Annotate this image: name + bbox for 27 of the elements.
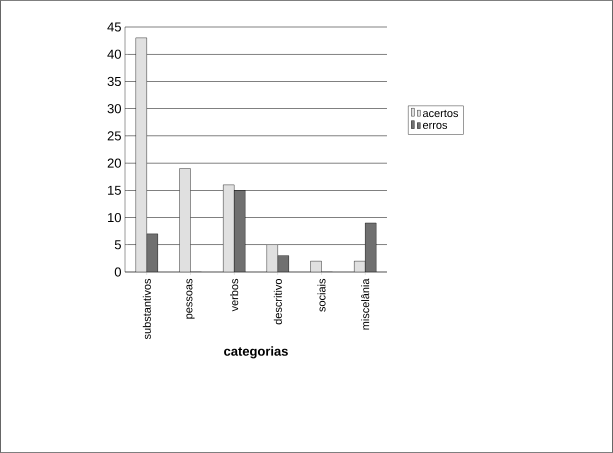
x-tick-label: verbos	[230, 278, 238, 312]
x-tick-label: miscelânia	[361, 278, 370, 330]
y-tick-label: 15	[108, 186, 121, 195]
bar	[222, 184, 234, 272]
x-tick-label: substantivos	[142, 278, 151, 340]
y-tick-label: 10	[108, 212, 121, 222]
y-tick-label: 25	[108, 131, 121, 140]
legend-label: acertos	[422, 110, 458, 118]
x-tick-label: sociais	[317, 278, 326, 312]
bar	[146, 234, 158, 272]
y-tick-label: 0	[114, 267, 121, 277]
y-tick-label: 45	[107, 22, 121, 32]
bar	[364, 222, 376, 272]
legend-label: erros	[422, 122, 448, 129]
y-tick-label: 5	[114, 240, 121, 250]
y-tick-label: 30	[108, 104, 121, 114]
y-tick-label: 40	[107, 50, 121, 59]
x-tick-label: pessoas	[186, 278, 195, 319]
bar	[179, 168, 191, 272]
x-tick-label: descritivo	[274, 278, 282, 324]
y-tick-label: 35	[108, 76, 121, 86]
bar	[278, 255, 290, 272]
bar	[234, 190, 246, 272]
bar	[136, 38, 148, 272]
y-tick-label: 20	[108, 158, 121, 168]
x-axis-title: categorias	[224, 346, 288, 358]
bar	[266, 244, 278, 272]
